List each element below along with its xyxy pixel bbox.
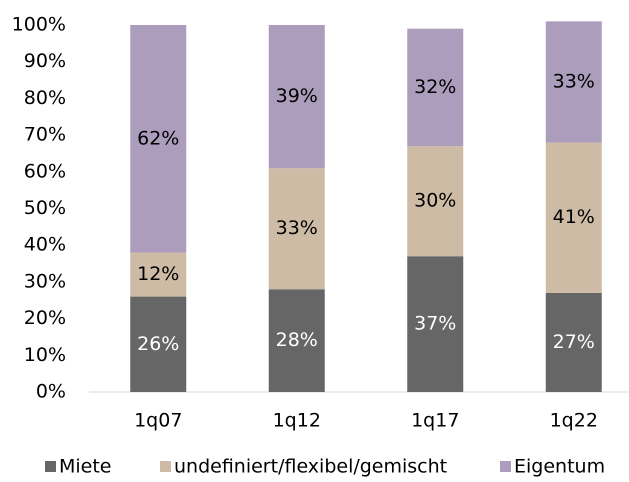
legend-swatch <box>500 461 511 472</box>
bar-segment <box>407 28 464 147</box>
y-tick-label: 40% <box>24 234 66 256</box>
x-tick-label: 1q22 <box>550 410 598 432</box>
bar-segment <box>545 292 602 392</box>
y-tick-label: 80% <box>24 87 66 109</box>
y-tick-label: 70% <box>24 124 66 146</box>
bar-segment <box>268 25 325 169</box>
y-tick-label: 0% <box>36 381 66 403</box>
value-label: 12% <box>137 263 179 285</box>
x-tick-label: 1q07 <box>134 410 182 432</box>
value-label: 37% <box>414 313 456 335</box>
value-label: 30% <box>414 190 456 212</box>
legend-swatch <box>160 461 171 472</box>
legend-label: Miete <box>59 456 112 478</box>
value-label: 27% <box>553 331 595 353</box>
value-label: 32% <box>414 76 456 98</box>
y-tick-label: 90% <box>24 50 66 72</box>
y-tick-label: 60% <box>24 160 66 182</box>
bar-segment <box>545 142 602 293</box>
bar-segment <box>545 21 602 143</box>
x-tick-label: 1q17 <box>411 410 459 432</box>
y-tick-label: 100% <box>12 14 66 36</box>
bar-segment <box>268 289 325 392</box>
value-label: 26% <box>137 333 179 355</box>
bar-segment <box>407 256 464 392</box>
y-tick-label: 30% <box>24 270 66 292</box>
legend-label: Eigentum <box>514 456 605 478</box>
legend-swatch <box>45 461 56 472</box>
bar-segment <box>407 146 464 257</box>
bar-segment <box>130 252 187 297</box>
legend-label: undefiniert/flexibel/gemischt <box>174 456 447 478</box>
bar-segment <box>268 168 325 290</box>
y-tick-label: 10% <box>24 344 66 366</box>
value-label: 39% <box>276 85 318 107</box>
y-tick-label: 50% <box>24 197 66 219</box>
bar-segment <box>130 25 187 253</box>
bar-segment <box>130 296 187 392</box>
value-label: 28% <box>276 329 318 351</box>
value-label: 62% <box>137 127 179 149</box>
value-label: 33% <box>276 217 318 239</box>
value-label: 41% <box>553 206 595 228</box>
y-tick-label: 20% <box>24 307 66 329</box>
x-tick-label: 1q12 <box>273 410 321 432</box>
value-label: 33% <box>553 70 595 92</box>
